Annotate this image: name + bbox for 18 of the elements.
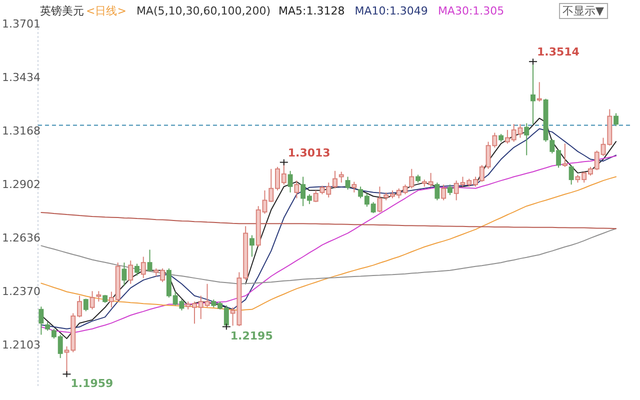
- annotation: 1.3514: [528, 46, 580, 66]
- chart-subtitle: <日线>: [86, 4, 126, 18]
- y-tick-label: 1.3701: [2, 18, 40, 30]
- y-tick-label: 1.3168: [2, 124, 40, 138]
- annotation: 1.2195: [222, 323, 273, 343]
- y-tick-label: 1.2636: [2, 232, 40, 245]
- y-tick-label: 1.2370: [2, 285, 40, 298]
- chart-title: 英镑美元: [40, 4, 84, 18]
- annotation: 1.1959: [70, 377, 114, 390]
- annotation: 1.3013: [288, 146, 330, 160]
- annotation: 1.3013: [279, 146, 330, 166]
- y-tick-label: 1.2103: [2, 338, 40, 352]
- annotation: 1.2195: [230, 330, 273, 343]
- annotation: 1.1959: [62, 370, 114, 390]
- legend-title: MA(5,10,30,60,100,200): [136, 4, 270, 18]
- y-tick-label: 1.3434: [2, 71, 40, 84]
- y-tick-label: 1.2902: [2, 178, 40, 192]
- annotation: 1.3514: [537, 46, 580, 59]
